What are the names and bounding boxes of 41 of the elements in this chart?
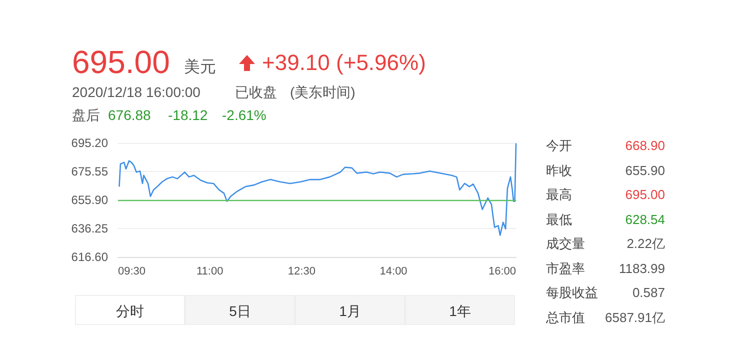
text: 1183.99 <box>618 260 665 276</box>
y-tick-label: 655.90 <box>71 193 108 207</box>
text: 盘后 <box>72 107 100 123</box>
x-tick-label: 16:00 <box>488 266 516 278</box>
x-tick-label: 14:00 <box>380 266 408 278</box>
text: 最高 <box>546 187 572 202</box>
text: 695.00 <box>72 44 170 80</box>
text: -2.61% <box>222 107 266 123</box>
text: 2020/12/18 16:00:00 <box>72 84 200 100</box>
x-tick-label: 09:30 <box>118 266 146 278</box>
text: -18.12 <box>168 107 208 123</box>
text: 最低 <box>546 212 572 226</box>
text: 昨收 <box>546 162 572 178</box>
y-tick-label: 675.55 <box>71 164 108 178</box>
text: 668.90 <box>625 138 665 153</box>
text: 成交量 <box>546 236 585 251</box>
line-series <box>118 142 517 236</box>
text: 今开 <box>546 138 572 153</box>
text: 655.90 <box>625 162 665 178</box>
text: 总市值 <box>546 310 585 324</box>
text: 分时 <box>75 295 185 325</box>
text: 6587.91亿 <box>605 310 665 324</box>
y-tick-label: 636.25 <box>71 222 108 236</box>
text: 1月 <box>295 295 405 325</box>
text: 676.88 <box>108 107 151 123</box>
text: 美元 <box>184 59 216 76</box>
x-tick-label: 12:30 <box>288 266 316 278</box>
text: 0.587 <box>632 285 665 300</box>
text: 已收盘 <box>235 84 277 100</box>
text: 1年 <box>405 295 515 325</box>
x-tick-label: 11:00 <box>196 266 224 278</box>
text: (美东时间) <box>290 84 356 100</box>
text: 2.22亿 <box>626 236 665 251</box>
text: 5日 <box>185 295 295 325</box>
text: 每股收益 <box>546 285 598 300</box>
text: 市盈率 <box>546 260 585 276</box>
text: +39.10 (+5.96%) <box>262 50 426 75</box>
y-tick-label: 616.60 <box>71 250 108 264</box>
text: 695.00 <box>625 187 665 202</box>
text: 628.54 <box>625 212 665 226</box>
y-tick-label: 695.20 <box>71 136 108 150</box>
